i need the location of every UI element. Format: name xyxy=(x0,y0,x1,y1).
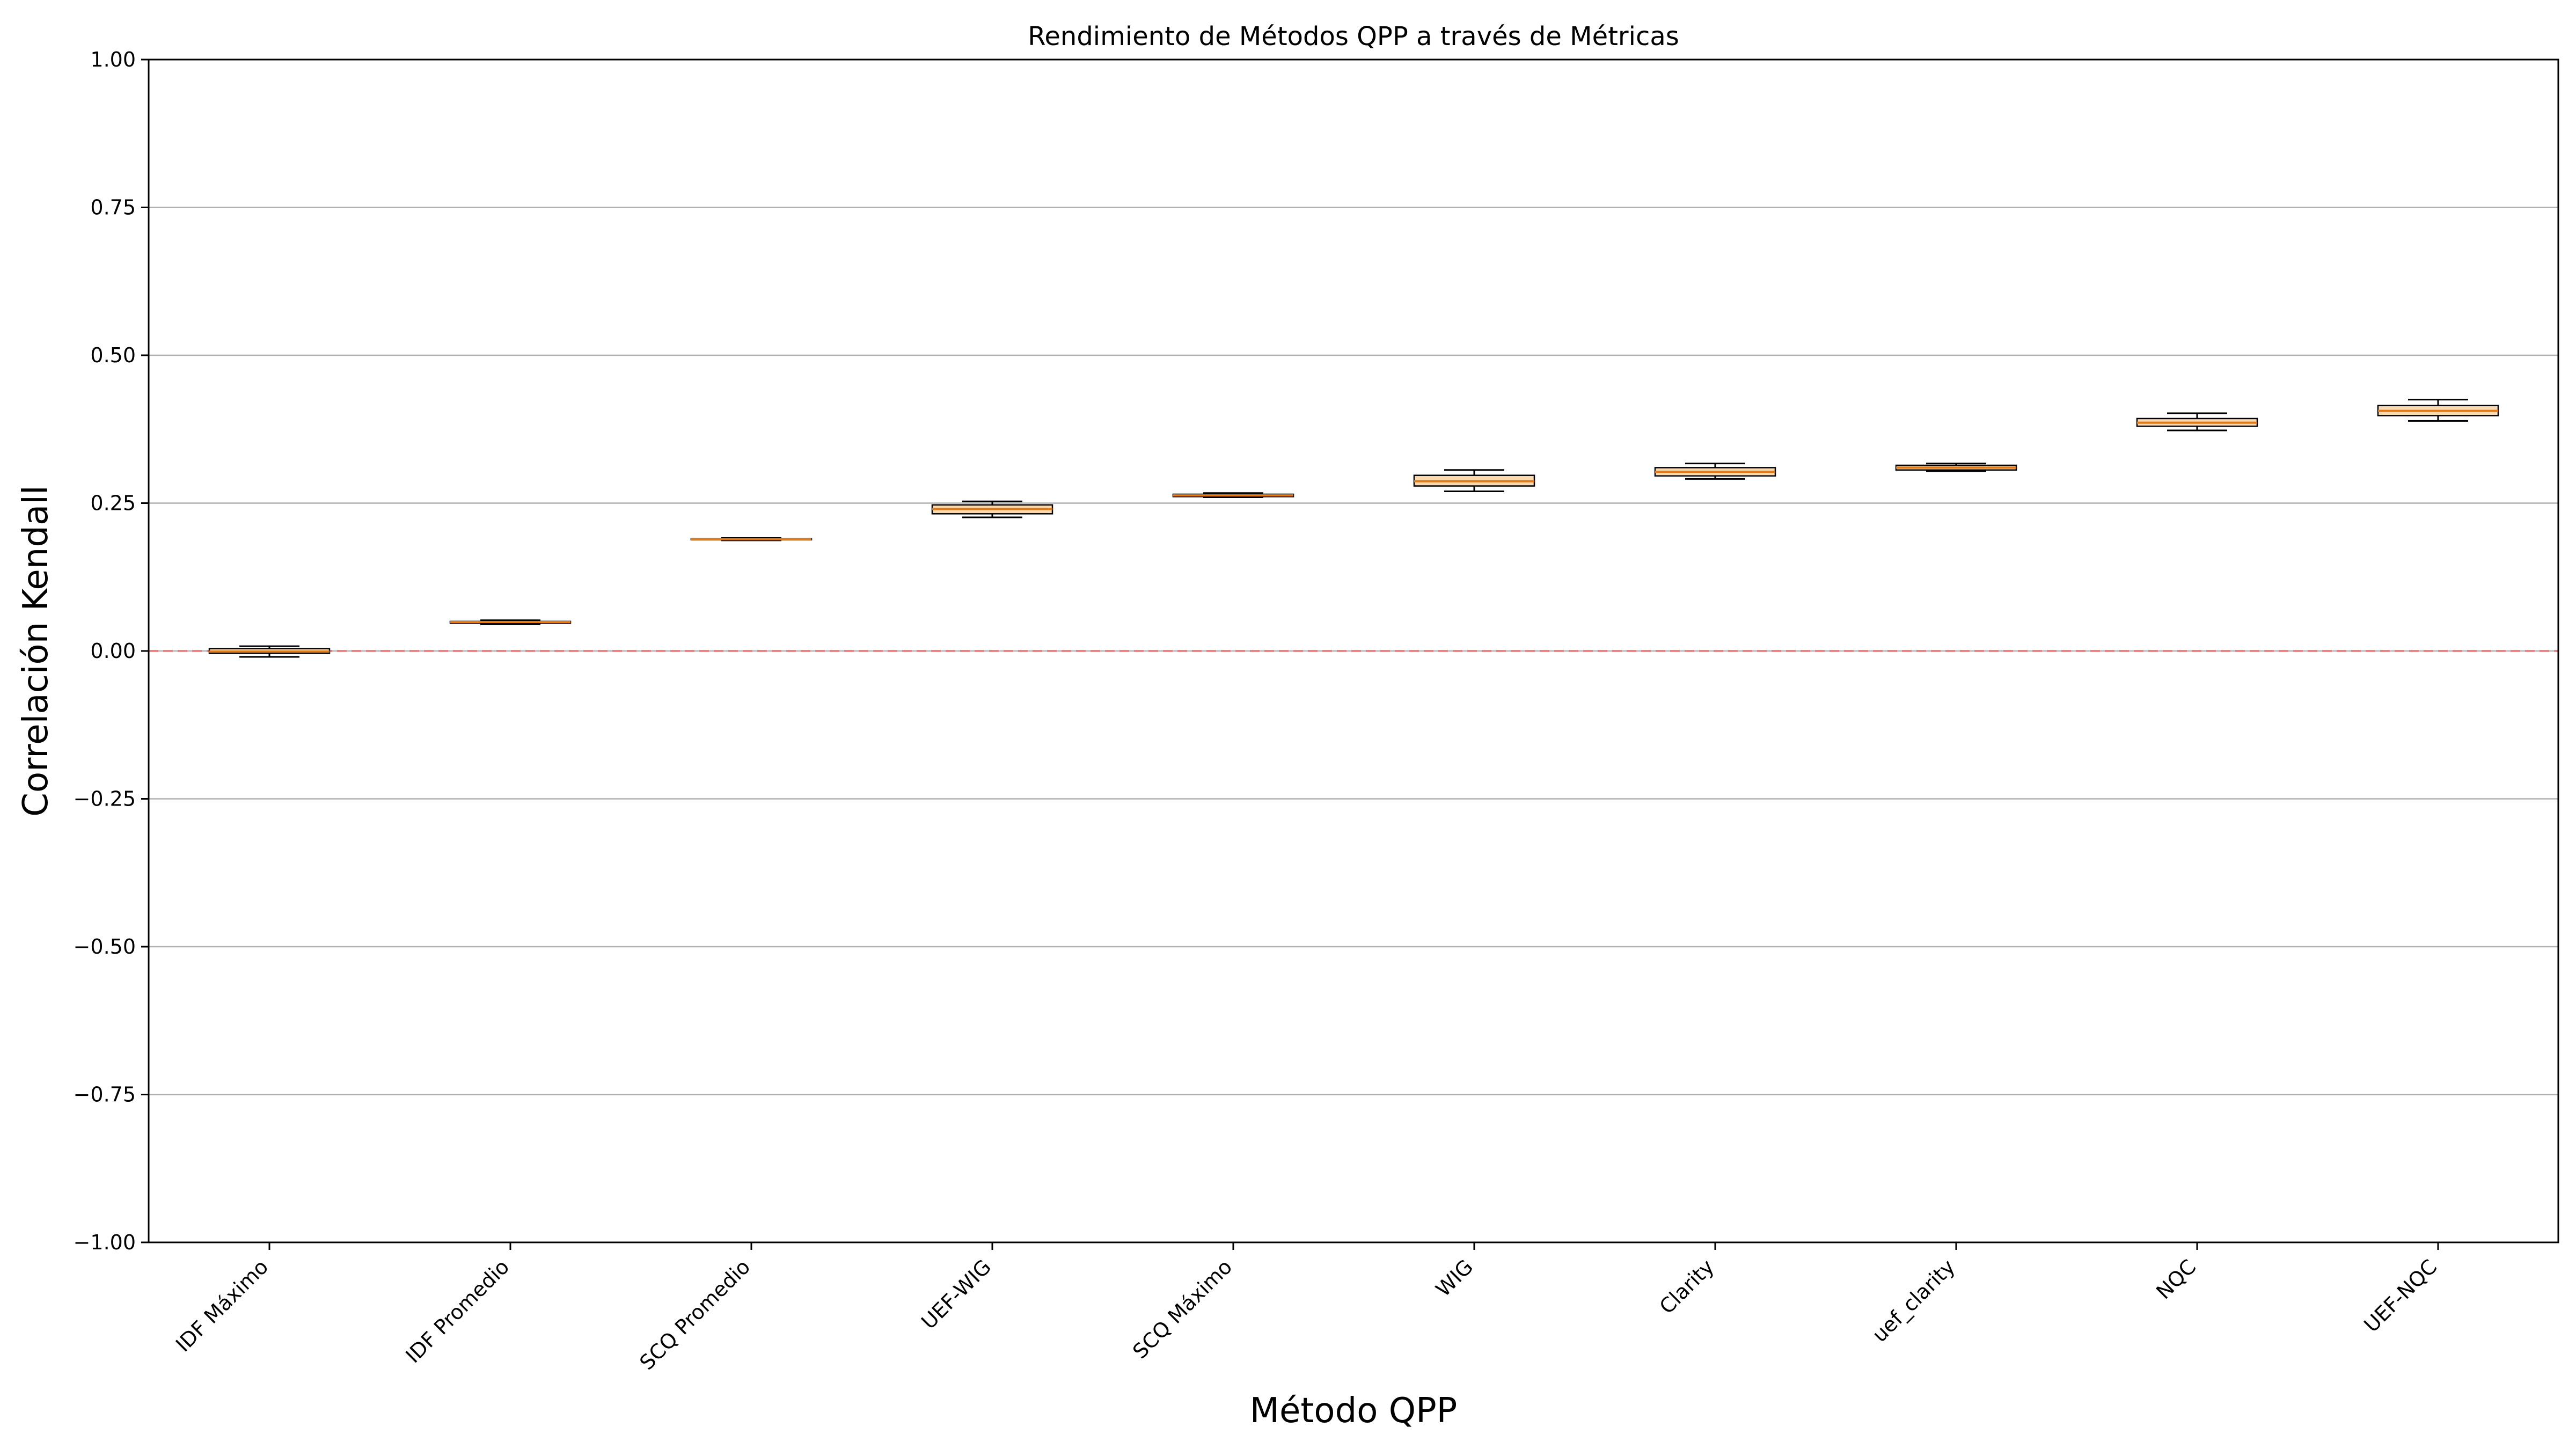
y-tick-label: 0.50 xyxy=(90,343,136,367)
x-tick-label: uef_clarity xyxy=(1868,1255,1959,1346)
x-tick-label: Clarity xyxy=(1655,1255,1719,1319)
box-8 xyxy=(2136,412,2258,431)
x-axis-ticks: IDF Máximo IDF Promedio SCQ Promedio UEF-WI… xyxy=(171,1242,2441,1374)
y-tick-label: −1.00 xyxy=(74,1231,136,1254)
y-tick-label: 0.00 xyxy=(90,639,136,663)
y-tick-label: 0.75 xyxy=(90,196,136,219)
y-tick-label: 0.25 xyxy=(90,492,136,515)
x-axis-label: Método QPP xyxy=(1250,1391,1458,1431)
x-tick-label: UEF-WIG xyxy=(917,1255,996,1334)
y-tick-label: 1.00 xyxy=(90,48,136,71)
box-2 xyxy=(690,537,813,541)
box-1 xyxy=(449,619,572,625)
x-tick-label: IDF Promedio xyxy=(401,1255,514,1367)
x-tick-label: SCQ Promedio xyxy=(635,1255,755,1374)
boxes-group xyxy=(208,399,2499,658)
x-tick-label: UEF-NQC xyxy=(2359,1255,2441,1337)
y-tick-label: −0.75 xyxy=(74,1083,136,1107)
box-4 xyxy=(1172,492,1294,498)
y-tick-label: −0.25 xyxy=(74,787,136,811)
y-axis-ticks: −1.00 −0.75 −0.50 −0.25 0.00 0.25 0.50 0.75 1.00 xyxy=(74,48,149,1254)
box-9 xyxy=(2377,399,2499,422)
x-tick-label: NQC xyxy=(2151,1255,2200,1304)
chart-title: Rendimiento de Métodos QPP a través de M… xyxy=(1028,21,1679,52)
box-0 xyxy=(208,645,331,658)
y-axis-label: Correlación Kendall xyxy=(16,485,56,816)
box-7 xyxy=(1895,463,2017,472)
box-5 xyxy=(1413,469,1535,492)
x-tick-label: IDF Máximo xyxy=(171,1255,273,1356)
x-tick-label: SCQ Máximo xyxy=(1128,1255,1236,1363)
box-3 xyxy=(931,500,1053,518)
box-6 xyxy=(1654,463,1776,480)
y-tick-label: −0.50 xyxy=(74,935,136,958)
x-tick-label: WIG xyxy=(1431,1255,1477,1301)
